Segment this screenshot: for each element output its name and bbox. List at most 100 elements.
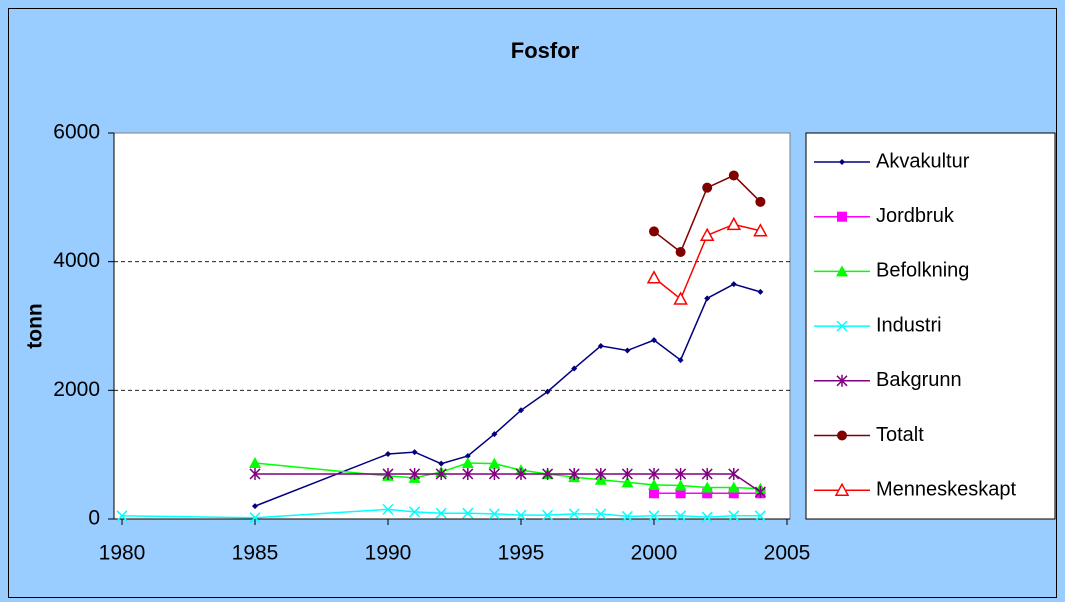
marker [597,342,604,349]
marker [595,467,607,480]
marker [435,467,447,480]
marker [754,510,766,522]
y-tick-label: 6000 [53,121,100,144]
marker [409,506,421,518]
marker [836,320,848,332]
marker [675,247,686,258]
marker [674,479,687,491]
series-line [255,473,761,493]
marker [249,467,261,480]
y-tick-label: 4000 [53,249,100,272]
x-tick-label: 1995 [498,542,545,565]
marker [382,503,394,515]
chart-title: Fosfor [511,38,580,63]
marker [837,211,847,222]
marker [648,510,660,522]
marker [648,478,660,490]
marker [675,488,686,499]
marker [701,511,713,523]
marker [249,457,261,469]
marker [491,431,498,438]
legend-item: Akvakultur [814,150,970,172]
marker [753,223,768,237]
marker [701,481,714,493]
legend-item: Industri [814,314,942,336]
marker [701,467,713,480]
marker [834,482,850,496]
marker [568,508,580,520]
marker [646,270,662,284]
marker [571,365,578,372]
marker [621,476,634,488]
x-tick-label: 2000 [631,542,678,565]
marker [677,357,684,364]
x-tick-label: 1985 [232,542,279,565]
marker [542,467,554,480]
marker [839,159,845,165]
marker [252,503,258,510]
series-line [254,283,761,507]
marker [488,457,501,469]
marker [699,227,715,242]
legend-item: Menneskeskapt [814,478,1017,500]
marker [836,265,848,277]
marker [595,508,607,520]
marker [755,196,766,207]
x-tick-label: 1980 [99,542,146,565]
marker [542,509,554,521]
marker [728,488,739,499]
marker [544,388,551,395]
marker [624,347,631,354]
marker [728,467,740,480]
marker [837,430,847,441]
marker [704,295,711,302]
x-tick-label: 2005 [764,542,811,565]
marker [462,507,474,519]
legend-label: Industri [876,314,942,336]
marker [438,460,445,467]
marker [462,467,474,480]
marker [728,510,740,522]
marker [116,510,128,522]
marker [730,281,737,288]
marker [249,512,261,524]
marker [726,216,742,231]
marker [621,510,633,522]
y-tick-label: 2000 [53,378,100,401]
marker [518,407,524,414]
marker [621,467,633,480]
marker [488,508,500,520]
marker [754,485,766,498]
marker [649,226,659,237]
plot-area [113,132,791,520]
marker [757,288,764,295]
marker [702,488,713,499]
marker [673,291,688,305]
marker [409,467,421,480]
marker [675,510,687,522]
marker [382,467,394,480]
marker [385,451,391,458]
legend-label: Jordbruk [876,205,955,227]
marker [515,509,527,521]
marker [727,481,740,493]
legend-label: Befolkning [876,260,969,282]
marker [488,467,500,480]
x-tick-label: 1990 [365,542,412,565]
legend-label: Bakgrunn [876,369,962,391]
marker [461,457,474,469]
marker [651,337,657,344]
legend-item: Totalt [814,424,924,446]
marker [464,452,471,459]
marker [648,467,660,480]
chart-border [8,8,1057,598]
marker [568,467,580,480]
legend-label: Akvakultur [876,150,970,172]
marker [675,467,687,480]
marker [728,170,739,181]
legend-label: Menneskeskapt [876,478,1017,500]
legend-item: Bakgrunn [814,369,962,391]
y-tick-label: 0 [88,507,100,530]
y-axis-label: tonn [24,303,47,348]
